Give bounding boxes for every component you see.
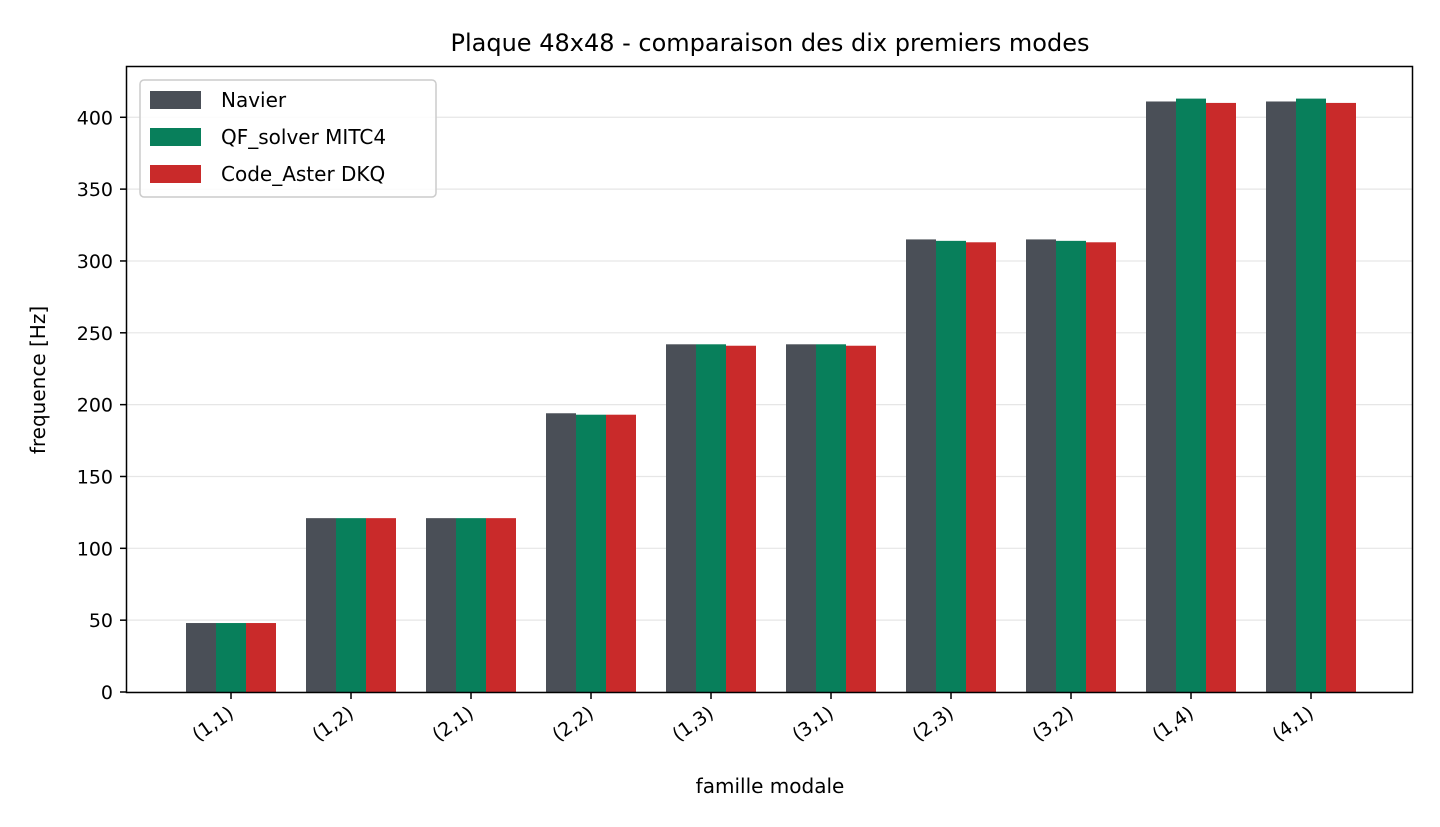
x-tick-label: (1,2): [308, 702, 358, 746]
y-tick-label: 200: [77, 395, 113, 417]
x-tick-label: (4,1): [1268, 702, 1318, 746]
bar: [306, 518, 336, 692]
x-axis: (1,1) (1,2) (2,1) (2,2) (1,3) (3,1) (2,3) (3,2)…: [188, 692, 1318, 746]
y-axis-label: frequence [Hz]: [26, 306, 50, 454]
legend-label: Code_Aster DKQ: [221, 162, 385, 186]
x-tick-label: (1,1): [188, 702, 238, 746]
bar: [846, 345, 876, 692]
legend-swatch: [150, 91, 201, 109]
bar: [726, 345, 756, 692]
y-tick-label: 50: [89, 610, 113, 632]
bar: [1086, 242, 1116, 692]
bar: [936, 240, 966, 692]
x-tick-label: (2,1): [428, 702, 478, 746]
x-tick-label: (1,4): [1148, 702, 1198, 746]
bar: [1266, 101, 1296, 692]
legend-label: Navier: [221, 88, 287, 112]
bar: [1176, 98, 1206, 692]
bar: [1026, 239, 1056, 692]
x-tick-label: (1,3): [668, 702, 718, 746]
bar: [336, 518, 366, 692]
y-tick-label: 0: [101, 682, 113, 704]
bar: [1326, 102, 1356, 692]
y-tick-label: 250: [77, 323, 113, 345]
bar: [966, 242, 996, 692]
x-tick-label: (2,2): [548, 702, 598, 746]
bar: [816, 344, 846, 692]
bar: [246, 623, 276, 692]
bar: [1206, 102, 1236, 692]
legend-swatch: [150, 165, 201, 183]
bar: [456, 518, 486, 692]
x-tick-label: (2,3): [908, 702, 958, 746]
bar: [606, 414, 636, 692]
bars: [186, 98, 1356, 692]
bar: [1296, 98, 1326, 692]
bar: [186, 623, 216, 692]
y-tick-label: 150: [77, 466, 113, 488]
y-tick-label: 350: [77, 179, 113, 201]
bar: [546, 413, 576, 692]
bar: [696, 344, 726, 692]
chart-title: Plaque 48x48 - comparaison des dix premi…: [451, 29, 1090, 57]
plot-frame: [125, 65, 1414, 694]
bar: [576, 414, 606, 692]
y-tick-label: 400: [77, 107, 113, 129]
bar: [1146, 101, 1176, 692]
legend-swatch: [150, 128, 201, 146]
legend-frame: [139, 79, 437, 198]
bar: [906, 239, 936, 692]
y-tick-label: 100: [77, 538, 113, 560]
bar: [216, 623, 246, 692]
x-axis-label: famille modale: [696, 774, 845, 798]
legend-label: QF_solver MITC4: [221, 125, 386, 149]
y-axis: 0 50 100 150 200 250 300 350 400: [77, 107, 127, 704]
legend: Navier QF_solver MITC4 Code_Aster DKQ: [139, 79, 437, 198]
x-tick-label: (3,2): [1028, 702, 1078, 746]
bar: [1056, 240, 1086, 692]
y-tick-label: 300: [77, 251, 113, 273]
bar: [366, 518, 396, 692]
x-tick-label: (3,1): [788, 702, 838, 746]
bar: [486, 518, 516, 692]
bar: [426, 518, 456, 692]
bar: [786, 344, 816, 692]
bar: [666, 344, 696, 692]
